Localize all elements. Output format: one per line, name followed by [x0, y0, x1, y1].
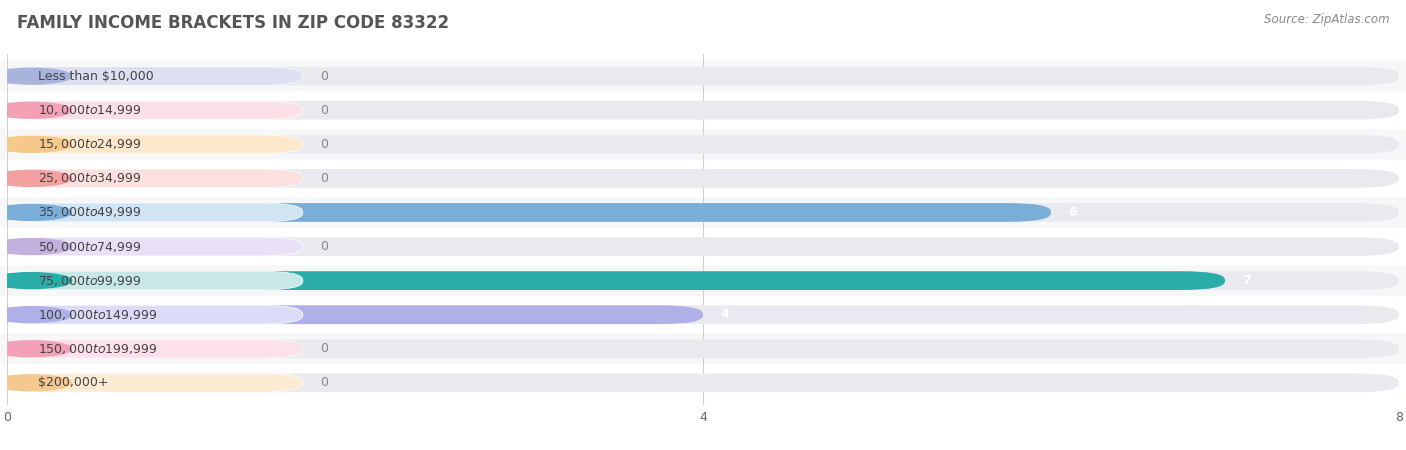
FancyBboxPatch shape	[7, 339, 302, 358]
FancyBboxPatch shape	[7, 67, 1399, 86]
Text: 0: 0	[321, 376, 328, 389]
FancyBboxPatch shape	[7, 101, 1399, 120]
FancyBboxPatch shape	[0, 163, 1406, 194]
Text: 0: 0	[321, 70, 328, 83]
FancyBboxPatch shape	[0, 368, 1406, 398]
FancyBboxPatch shape	[0, 299, 1406, 330]
Text: FAMILY INCOME BRACKETS IN ZIP CODE 83322: FAMILY INCOME BRACKETS IN ZIP CODE 83322	[17, 14, 449, 32]
Text: 7: 7	[1243, 274, 1251, 287]
FancyBboxPatch shape	[7, 169, 302, 188]
FancyBboxPatch shape	[7, 135, 302, 154]
Text: $100,000 to $149,999: $100,000 to $149,999	[38, 308, 157, 322]
FancyBboxPatch shape	[0, 333, 1406, 364]
Text: 0: 0	[321, 138, 328, 151]
Text: 0: 0	[321, 104, 328, 117]
Text: 0: 0	[321, 342, 328, 355]
FancyBboxPatch shape	[7, 305, 703, 324]
Text: $150,000 to $199,999: $150,000 to $199,999	[38, 342, 157, 356]
Text: $200,000+: $200,000+	[38, 376, 108, 389]
Text: $15,000 to $24,999: $15,000 to $24,999	[38, 137, 142, 151]
FancyBboxPatch shape	[7, 305, 1399, 324]
Circle shape	[0, 68, 72, 84]
Text: 0: 0	[321, 240, 328, 253]
FancyBboxPatch shape	[7, 271, 1225, 290]
FancyBboxPatch shape	[0, 266, 1406, 296]
FancyBboxPatch shape	[7, 374, 302, 392]
FancyBboxPatch shape	[7, 271, 1399, 290]
Circle shape	[0, 136, 72, 152]
Circle shape	[0, 102, 72, 118]
Text: 4: 4	[720, 308, 730, 321]
Text: $35,000 to $49,999: $35,000 to $49,999	[38, 206, 142, 220]
FancyBboxPatch shape	[7, 203, 302, 222]
Circle shape	[0, 204, 72, 220]
FancyBboxPatch shape	[7, 203, 1399, 222]
Text: 6: 6	[1069, 206, 1077, 219]
FancyBboxPatch shape	[7, 271, 302, 290]
Text: 0: 0	[321, 172, 328, 185]
Text: $50,000 to $74,999: $50,000 to $74,999	[38, 239, 142, 253]
Circle shape	[0, 375, 72, 391]
Text: $75,000 to $99,999: $75,000 to $99,999	[38, 274, 142, 288]
FancyBboxPatch shape	[7, 237, 302, 256]
FancyBboxPatch shape	[0, 129, 1406, 160]
FancyBboxPatch shape	[7, 305, 302, 324]
FancyBboxPatch shape	[0, 197, 1406, 228]
Circle shape	[0, 238, 72, 255]
FancyBboxPatch shape	[7, 374, 1399, 392]
Circle shape	[0, 307, 72, 323]
FancyBboxPatch shape	[0, 61, 1406, 91]
FancyBboxPatch shape	[7, 203, 1050, 222]
FancyBboxPatch shape	[7, 101, 302, 120]
Text: $25,000 to $34,999: $25,000 to $34,999	[38, 171, 142, 185]
FancyBboxPatch shape	[7, 339, 1399, 358]
FancyBboxPatch shape	[7, 135, 1399, 154]
FancyBboxPatch shape	[7, 169, 1399, 188]
Circle shape	[0, 341, 72, 357]
FancyBboxPatch shape	[0, 95, 1406, 126]
Text: Source: ZipAtlas.com: Source: ZipAtlas.com	[1264, 14, 1389, 27]
FancyBboxPatch shape	[7, 67, 302, 86]
Circle shape	[0, 273, 72, 288]
Text: Less than $10,000: Less than $10,000	[38, 70, 155, 83]
FancyBboxPatch shape	[7, 237, 1399, 256]
Circle shape	[0, 171, 72, 186]
Text: $10,000 to $14,999: $10,000 to $14,999	[38, 103, 142, 117]
FancyBboxPatch shape	[0, 231, 1406, 262]
